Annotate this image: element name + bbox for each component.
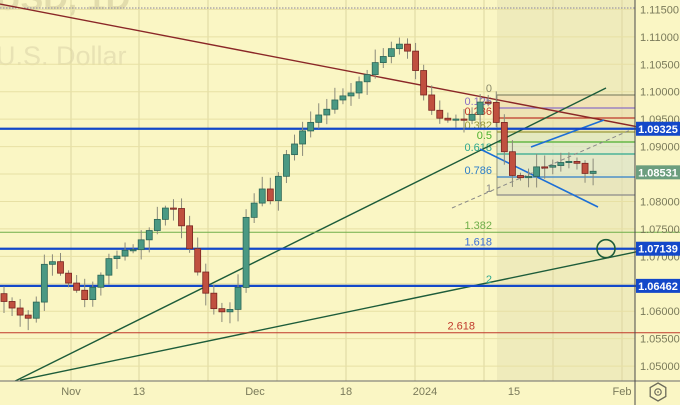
svg-text:2.618: 2.618 <box>447 321 475 333</box>
svg-text:1.07139: 1.07139 <box>638 244 678 256</box>
svg-text:Dec: Dec <box>245 386 265 398</box>
svg-text:1.382: 1.382 <box>464 220 492 232</box>
svg-text:0.786: 0.786 <box>464 165 492 177</box>
svg-text:1.05500: 1.05500 <box>640 334 680 346</box>
svg-text:1.08531: 1.08531 <box>638 167 678 179</box>
svg-text:2024: 2024 <box>413 386 437 398</box>
svg-text:Feb: Feb <box>613 386 632 398</box>
svg-text:1.06462: 1.06462 <box>638 281 678 293</box>
svg-text:1.11500: 1.11500 <box>640 4 679 16</box>
svg-text:U.S. Dollar: U.S. Dollar <box>0 41 127 71</box>
svg-text:0.5: 0.5 <box>477 130 492 142</box>
svg-text:13: 13 <box>133 386 145 398</box>
svg-text:1.09325: 1.09325 <box>638 124 678 136</box>
svg-text:Nov: Nov <box>61 386 81 398</box>
svg-text:18: 18 <box>340 386 352 398</box>
svg-text:1.10500: 1.10500 <box>640 59 680 71</box>
svg-text:1.07500: 1.07500 <box>640 224 680 236</box>
svg-text:1.11000: 1.11000 <box>640 32 679 44</box>
svg-text:1.10000: 1.10000 <box>640 87 680 99</box>
svg-text:2: 2 <box>486 274 492 286</box>
svg-text:1.06000: 1.06000 <box>640 306 680 318</box>
svg-text:1.618: 1.618 <box>464 237 492 249</box>
svg-text:1.09000: 1.09000 <box>640 142 680 154</box>
svg-text:1.08000: 1.08000 <box>640 196 680 208</box>
svg-text:0: 0 <box>486 83 492 95</box>
svg-text:1.05000: 1.05000 <box>640 361 680 373</box>
svg-text:15: 15 <box>508 386 520 398</box>
